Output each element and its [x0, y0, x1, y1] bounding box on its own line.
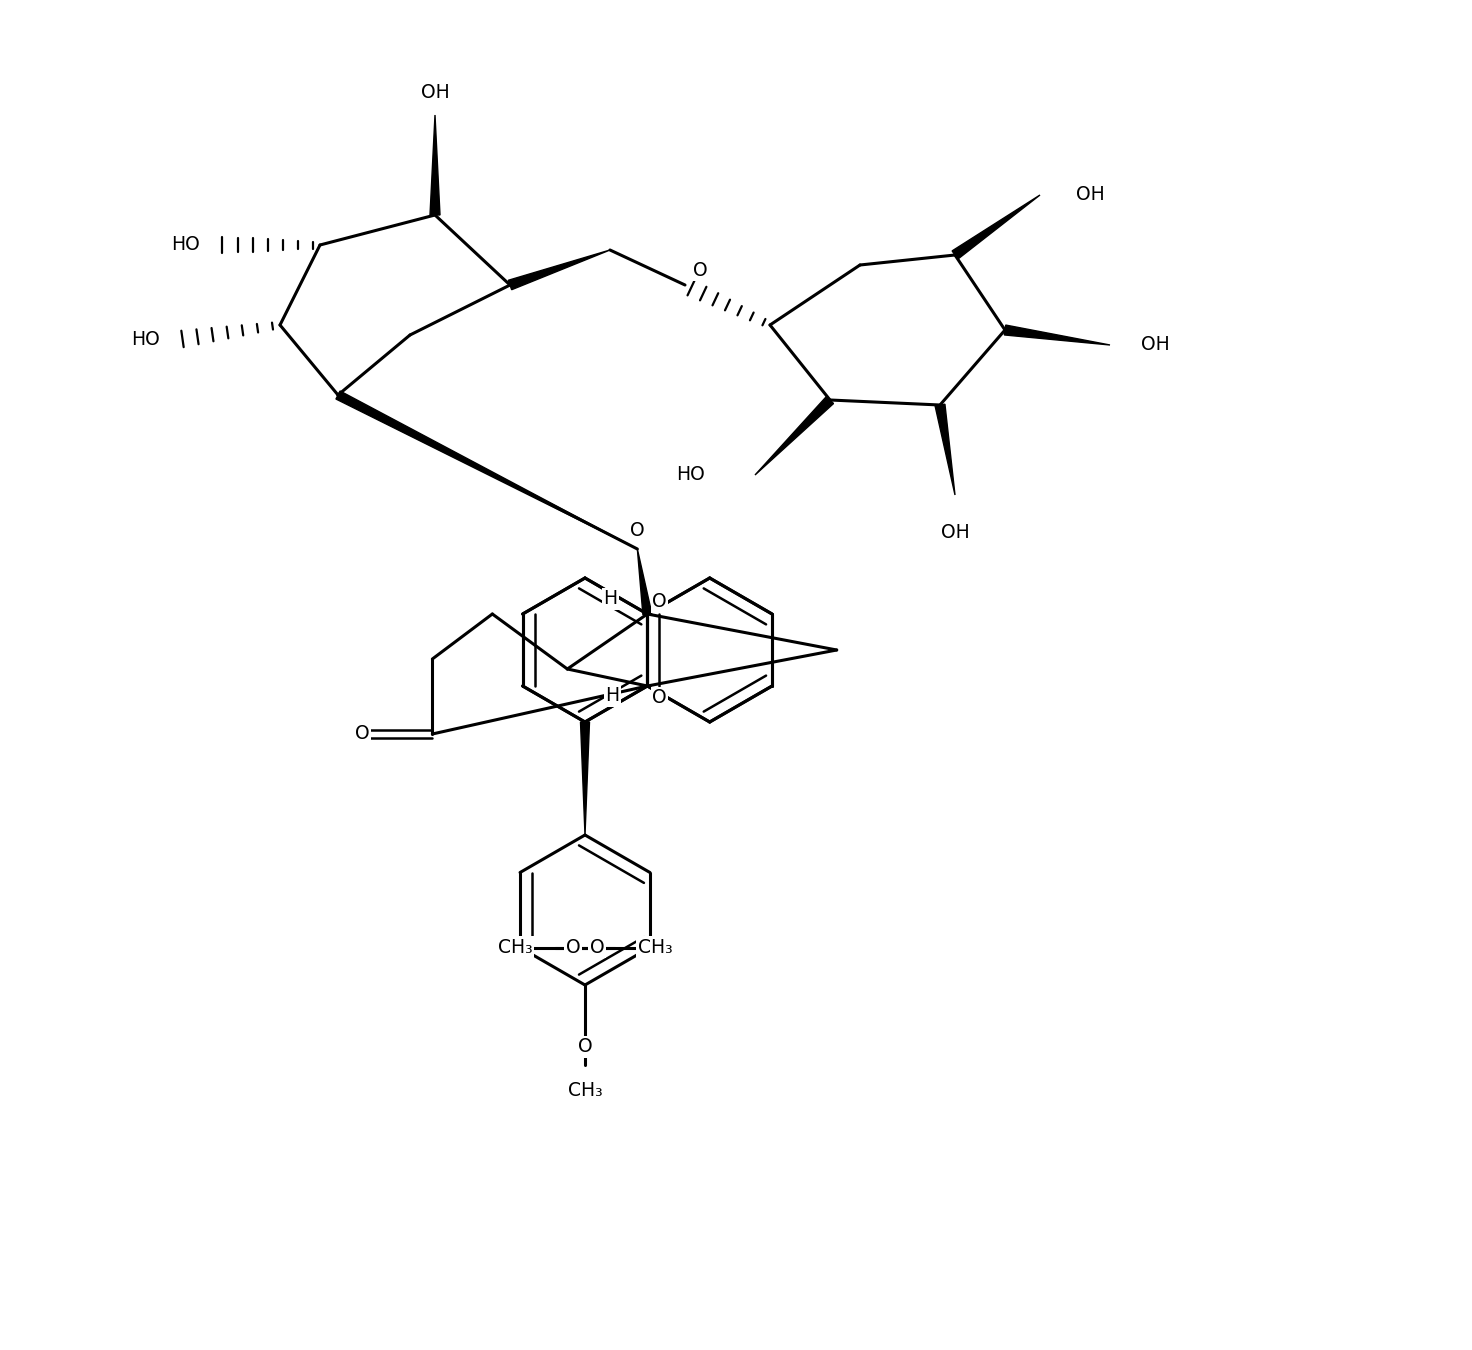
Text: O: O: [590, 938, 605, 957]
Text: OH: OH: [941, 522, 970, 541]
Text: CH₃: CH₃: [498, 938, 533, 957]
Text: HO: HO: [171, 235, 200, 255]
Polygon shape: [755, 397, 833, 475]
Text: OH: OH: [1076, 185, 1104, 204]
Text: H: H: [604, 590, 617, 609]
Text: CH₃: CH₃: [637, 938, 673, 957]
Text: O: O: [652, 593, 667, 612]
Polygon shape: [1004, 325, 1110, 346]
Text: HO: HO: [131, 331, 160, 350]
Text: O: O: [693, 261, 708, 279]
Text: O: O: [355, 725, 369, 744]
Text: O: O: [565, 938, 580, 957]
Polygon shape: [508, 250, 609, 290]
Text: OH: OH: [1141, 336, 1169, 355]
Text: CH₃: CH₃: [568, 1080, 602, 1099]
Polygon shape: [935, 404, 955, 495]
Text: HO: HO: [676, 466, 705, 485]
Polygon shape: [952, 194, 1041, 259]
Text: O: O: [630, 521, 645, 540]
Polygon shape: [580, 722, 589, 836]
Text: O: O: [652, 688, 667, 707]
Text: O: O: [577, 1038, 592, 1057]
Polygon shape: [637, 549, 652, 614]
Text: H: H: [605, 687, 620, 706]
Polygon shape: [336, 392, 637, 549]
Polygon shape: [430, 115, 440, 215]
Text: OH: OH: [421, 84, 449, 103]
